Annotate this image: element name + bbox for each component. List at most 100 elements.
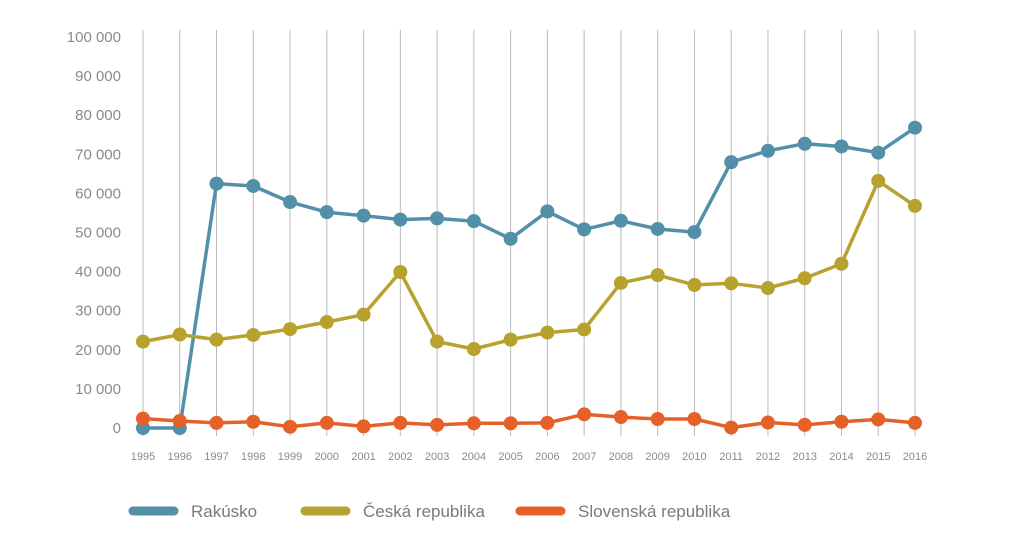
x-tick-label: 1999 [278,451,302,463]
data-point [871,412,886,427]
data-point [393,415,408,430]
x-tick-label: 2009 [645,451,669,463]
data-point [319,205,334,220]
y-tick-label: 80 000 [75,107,121,124]
y-tick-label: 30 000 [75,303,121,320]
x-tick-label: 2010 [682,451,706,463]
data-point [393,212,408,227]
data-point [319,415,334,430]
data-point [209,176,224,191]
x-tick-label: 2016 [903,451,927,463]
x-tick-label: 2014 [829,451,853,463]
x-axis-ticks: 1995 1996 1997 1998 1999 2000 2001 2002 2003 2004… [131,451,927,463]
series-line [141,179,917,351]
data-point [430,211,445,226]
data-point [356,307,371,322]
data-point [908,415,922,430]
data-point [503,332,518,347]
data-point [871,145,886,160]
data-point [687,412,702,427]
data-point [466,342,481,357]
data-point [136,334,150,349]
data-point [687,225,702,240]
x-tick-label: 2007 [572,451,596,463]
data-point [724,155,739,170]
data-point [687,277,702,292]
y-tick-label: 20 000 [75,342,121,359]
x-tick-label: 2004 [462,451,486,463]
series-2 [136,173,922,357]
x-tick-label: 2006 [535,451,559,463]
data-point [319,315,334,330]
y-tick-label: 60 000 [75,185,121,202]
data-point [834,256,849,271]
data-point [283,419,298,434]
data-point [540,325,555,340]
x-tick-label: 2003 [425,451,449,463]
data-point [466,214,481,229]
data-point [283,322,298,337]
data-point [393,264,408,279]
data-point [650,412,665,427]
data-point [172,413,187,428]
data-point [724,420,739,435]
data-point [356,208,371,223]
data-point [724,276,739,291]
data-point [760,281,775,296]
y-tick-label: 10 000 [75,381,121,398]
legend-label: Rakúsko [191,502,257,521]
y-tick-label: 70 000 [75,146,121,163]
series-line [141,412,917,430]
data-point [834,139,849,154]
x-tick-label: 1997 [204,451,228,463]
data-point [834,414,849,429]
y-axis-ticks: 0 10 000 20 000 30 000 40 000 50 000 60 000 70 … [67,29,121,437]
x-tick-label: 2000 [315,451,339,463]
data-point [871,173,886,188]
data-point [209,332,224,347]
y-tick-label: 50 000 [75,225,121,242]
data-point [136,411,150,426]
x-tick-label: 1996 [168,451,192,463]
data-point [430,417,445,432]
data-point [613,275,628,290]
legend-item: Rakúsko [128,502,257,521]
x-tick-label: 2011 [719,451,743,463]
legend-item: Česká republika [300,502,485,521]
data-point [908,198,922,213]
data-point [797,271,812,286]
legend: Rakúsko Česká republika Slovenská republik… [128,502,731,521]
data-point [246,327,261,342]
x-tick-label: 1995 [131,451,155,463]
data-point [797,417,812,432]
legend-label: Slovenská republika [578,502,731,521]
data-point [466,416,481,431]
data-point [430,334,445,349]
series-group [136,120,922,435]
data-point [908,120,922,135]
data-point [650,221,665,236]
data-point [577,322,592,337]
data-point [503,231,518,246]
data-point [797,136,812,151]
series-3 [136,407,922,435]
data-point [172,327,187,342]
x-tick-label: 2013 [792,451,816,463]
data-point [760,143,775,158]
data-point [760,415,775,430]
x-tick-label: 2005 [498,451,522,463]
x-tick-label: 2001 [351,451,375,463]
x-tick-label: 2002 [388,451,412,463]
data-point [283,195,298,210]
data-point [577,222,592,237]
data-point [577,407,592,422]
data-point [356,419,371,434]
data-point [246,414,261,429]
data-point [503,416,518,431]
data-point [540,415,555,430]
data-point [613,410,628,425]
y-tick-label: 0 [113,420,121,437]
x-tick-label: 2012 [756,451,780,463]
